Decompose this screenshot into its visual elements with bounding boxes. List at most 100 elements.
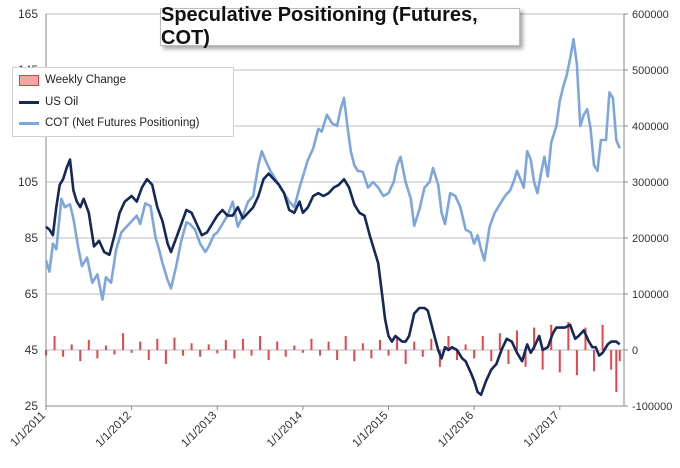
x-axis-tick-label: 1/1/2013 [179, 410, 219, 450]
weekly-change-bar [250, 350, 253, 356]
weekly-change-bar [319, 350, 322, 356]
left-axis-tick-label: 65 [25, 287, 39, 301]
legend-swatch-weekly-change [19, 74, 39, 86]
weekly-change-bar [156, 338, 159, 350]
left-axis-tick-label: 85 [25, 231, 39, 245]
weekly-change-bar [575, 350, 578, 376]
weekly-change-bar [207, 344, 210, 350]
right-axis-tick-label: 400000 [632, 121, 669, 133]
x-axis-tick-label: 1/1/2016 [436, 410, 476, 450]
weekly-change-bar [70, 344, 73, 350]
weekly-change-bar [507, 350, 510, 364]
left-axis-tick-label: 25 [25, 399, 39, 413]
weekly-change-bar [276, 341, 279, 350]
x-axis-tick-label: 1/1/2017 [522, 410, 562, 450]
weekly-change-bar [241, 338, 244, 350]
weekly-change-bar [370, 350, 373, 359]
weekly-change-bar [87, 339, 90, 350]
weekly-change-bar [139, 341, 142, 350]
legend-item-us-oil: US Oil [19, 93, 233, 111]
weekly-change-bar [396, 337, 399, 350]
right-axis-tick-label: 100000 [632, 289, 669, 301]
weekly-change-bar [113, 350, 116, 355]
x-axis-tick-label: 1/1/2012 [94, 410, 134, 450]
weekly-change-bar [62, 350, 65, 357]
cot-line [44, 37, 621, 301]
legend-item-weekly-change: Weekly Change [19, 71, 233, 89]
weekly-change-bar [498, 333, 501, 350]
legend: Weekly Change US Oil COT (Net Futures Po… [12, 67, 234, 137]
left-axis-tick-label: 105 [18, 175, 38, 189]
weekly-change-bar [259, 336, 262, 350]
weekly-change-bar [336, 350, 339, 361]
weekly-change-bar [515, 330, 518, 350]
weekly-change-bar [464, 344, 467, 350]
x-axis-tick-label: 1/1/2014 [265, 409, 306, 450]
weekly-change-bar [567, 322, 570, 350]
weekly-change-bar [104, 345, 107, 350]
weekly-change-bar [490, 350, 493, 362]
weekly-change-bar [610, 350, 613, 370]
weekly-change-bar [310, 338, 313, 350]
weekly-change-bar [53, 336, 56, 350]
weekly-change-bar [413, 341, 416, 350]
weekly-change-bar [130, 350, 133, 353]
weekly-change-bar [615, 350, 618, 392]
weekly-change-bar [233, 350, 236, 359]
right-axis-tick-label: -100000 [632, 401, 672, 413]
weekly-change-bar [224, 339, 227, 350]
weekly-change-bar [147, 350, 150, 361]
weekly-change-bar [456, 350, 459, 361]
weekly-change-bar [618, 350, 621, 362]
right-axis-tick-label: 0 [632, 345, 638, 357]
weekly-change-bar [190, 343, 193, 350]
weekly-change-bar [182, 350, 185, 356]
weekly-change-bar [344, 336, 347, 350]
weekly-change-bar [421, 350, 424, 357]
weekly-change-bar [327, 341, 330, 350]
weekly-change-bar [267, 350, 270, 361]
weekly-change-bar [378, 339, 381, 350]
right-axis-tick-label: 600000 [632, 9, 669, 21]
line-layer [44, 37, 621, 397]
weekly-change-bar [79, 350, 82, 362]
left-axis-tick-label: 45 [25, 343, 39, 357]
weekly-change-bar [481, 336, 484, 350]
weekly-change-bar [404, 350, 407, 364]
legend-label-cot: COT (Net Futures Positioning) [45, 117, 200, 129]
weekly-change-bar [199, 350, 202, 357]
weekly-change-bar [438, 350, 441, 367]
legend-swatch-cot [19, 121, 39, 125]
weekly-change-bar [533, 327, 536, 350]
weekly-change-bar [447, 336, 450, 350]
x-axis-tick-label: 1/1/2015 [351, 410, 391, 450]
weekly-change-bar [601, 324, 604, 350]
weekly-change-bar [164, 350, 167, 364]
right-axis-tick-label: 500000 [632, 65, 669, 77]
left-axis-tick-label: 165 [18, 7, 38, 21]
weekly-change-bar [216, 350, 219, 354]
right-axis-tick-label: 300000 [632, 177, 669, 189]
us-oil-line [45, 158, 621, 397]
weekly-change-bar [45, 350, 47, 356]
weekly-change-bar [584, 327, 587, 350]
weekly-change-bar [541, 350, 544, 370]
bar-layer [45, 322, 621, 392]
legend-label-us-oil: US Oil [45, 96, 79, 108]
chart-title: Speculative Positioning (Futures, COT) [160, 4, 520, 49]
weekly-change-bar [558, 350, 561, 373]
right-axis-tick-label: 200000 [632, 233, 669, 245]
weekly-change-bar [301, 350, 304, 353]
weekly-change-bar [361, 343, 364, 350]
x-axis-tick-label: 1/1/2011 [9, 410, 49, 450]
weekly-change-bar [122, 333, 125, 350]
weekly-change-bar [473, 350, 476, 359]
weekly-change-bar [524, 350, 527, 367]
weekly-change-bar [173, 337, 176, 350]
weekly-change-bar [293, 345, 296, 350]
weekly-change-bar [284, 350, 287, 357]
legend-item-cot: COT (Net Futures Positioning) [19, 114, 233, 132]
weekly-change-bar [353, 350, 356, 362]
legend-label-weekly-change: Weekly Change [45, 74, 126, 86]
